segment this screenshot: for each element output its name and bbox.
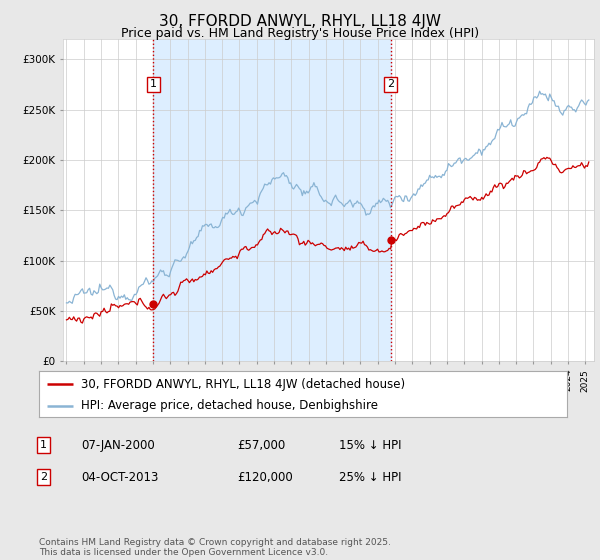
Text: 07-JAN-2000: 07-JAN-2000	[81, 438, 155, 452]
Text: 2: 2	[387, 80, 394, 89]
Text: Price paid vs. HM Land Registry's House Price Index (HPI): Price paid vs. HM Land Registry's House …	[121, 27, 479, 40]
Text: £120,000: £120,000	[237, 470, 293, 484]
Text: 1: 1	[40, 440, 47, 450]
Text: 04-OCT-2013: 04-OCT-2013	[81, 470, 158, 484]
Text: 15% ↓ HPI: 15% ↓ HPI	[339, 438, 401, 452]
Text: HPI: Average price, detached house, Denbighshire: HPI: Average price, detached house, Denb…	[81, 399, 378, 412]
Text: 30, FFORDD ANWYL, RHYL, LL18 4JW (detached house): 30, FFORDD ANWYL, RHYL, LL18 4JW (detach…	[81, 377, 406, 391]
Text: 1: 1	[150, 80, 157, 89]
Text: Contains HM Land Registry data © Crown copyright and database right 2025.
This d: Contains HM Land Registry data © Crown c…	[39, 538, 391, 557]
Text: 25% ↓ HPI: 25% ↓ HPI	[339, 470, 401, 484]
Bar	[154, 39, 391, 361]
Text: 30, FFORDD ANWYL, RHYL, LL18 4JW: 30, FFORDD ANWYL, RHYL, LL18 4JW	[159, 14, 441, 29]
Text: 2: 2	[40, 472, 47, 482]
Text: £57,000: £57,000	[237, 438, 285, 452]
